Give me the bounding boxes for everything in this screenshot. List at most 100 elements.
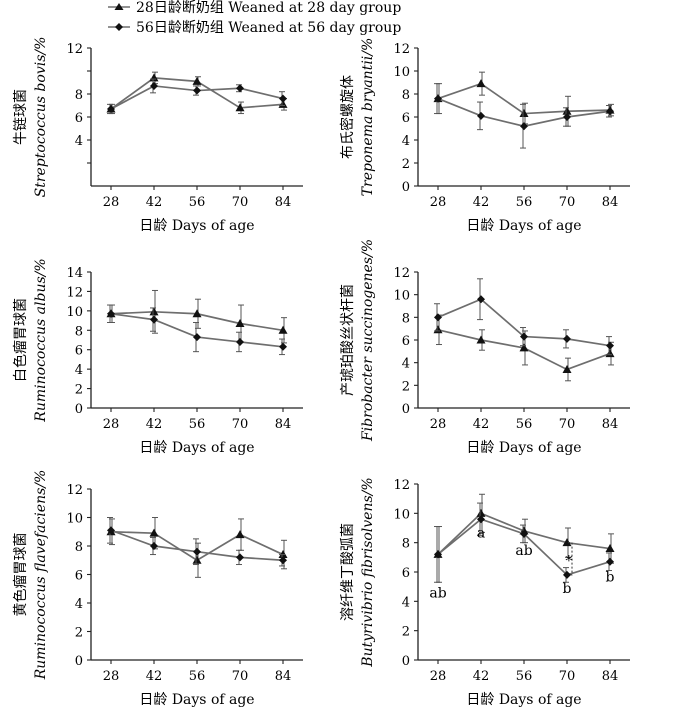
x-tick-label: 70 <box>232 195 249 210</box>
y-tick-label: 8 <box>402 311 410 326</box>
group-letter-label: ab <box>515 543 532 559</box>
data-point-triangle <box>519 109 529 118</box>
data-point-diamond <box>279 342 287 351</box>
x-tick-label: 42 <box>473 417 490 432</box>
chart-panel-4: 0 2 4 6 8 10 12 28 42 56 70 84 日龄 Days of age 产琥珀酸丝状杆… <box>340 239 630 456</box>
y-tick-label: 10 <box>66 512 83 527</box>
group-letter-label: b <box>606 569 615 585</box>
data-point-diamond <box>193 86 201 95</box>
data-point-diamond <box>279 556 287 565</box>
y-tick-label: 2 <box>402 625 410 640</box>
x-axis-title: 日龄 Days of age <box>139 692 254 708</box>
chart-panel-2: 0 2 4 6 8 10 12 28 42 56 70 84 日龄 Days of age 布氏密螺旋体 T… <box>339 38 630 234</box>
data-point-diamond <box>193 333 201 342</box>
y-tick-label: 0 <box>402 654 410 669</box>
y-axis-title-cn: 溶纤维丁酸弧菌 <box>340 523 356 621</box>
y-tick-label: 2 <box>75 383 83 398</box>
x-tick-label: 56 <box>516 195 533 210</box>
y-tick-label: 4 <box>402 595 410 610</box>
data-point-diamond <box>477 295 485 304</box>
x-axis-title: 日龄 Days of age <box>466 692 581 708</box>
x-axis-title: 日龄 Days of age <box>466 440 581 456</box>
x-tick-label: 28 <box>103 195 120 210</box>
legend-marker-diamond <box>115 23 123 31</box>
y-axis-title-en: Butyrivibrio fibrisolvens/% <box>360 477 376 667</box>
data-point-triangle <box>476 79 486 88</box>
y-tick-label: 10 <box>393 507 410 522</box>
y-tick-label: 14 <box>66 266 83 281</box>
series-w56 <box>107 304 287 356</box>
data-point-triangle <box>562 106 572 115</box>
data-point-triangle <box>476 508 486 517</box>
data-point-diamond <box>606 107 614 116</box>
x-tick-label: 28 <box>430 195 447 210</box>
y-tick-label: 4 <box>75 597 83 612</box>
y-tick-label: 6 <box>402 566 410 581</box>
y-axis-title-cn: 布氏密螺旋体 <box>339 75 356 159</box>
y-axis-title-cn: 黄色瘤胃球菌 <box>12 533 29 617</box>
x-tick-label: 70 <box>232 669 249 684</box>
data-point-triangle <box>562 364 572 373</box>
y-tick-label: 8 <box>402 88 410 103</box>
y-tick-label: 8 <box>75 88 83 103</box>
y-axis-title-en: Ruminococcus albus/% <box>33 258 49 422</box>
series-w56 <box>434 83 614 149</box>
x-axis-title: 日龄 Days of age <box>466 218 581 234</box>
x-tick-label: 42 <box>146 669 163 684</box>
data-point-diamond <box>107 104 115 113</box>
significance-bracket <box>568 542 573 576</box>
y-tick-label: 6 <box>402 111 410 126</box>
x-tick-label: 70 <box>559 417 576 432</box>
data-point-diamond <box>236 337 244 346</box>
data-point-triangle <box>192 555 202 564</box>
x-tick-label: 28 <box>430 417 447 432</box>
series-line-w56 <box>110 312 284 348</box>
y-tick-label: 8 <box>75 540 83 555</box>
y-axis-title-cn: 牛链球菌 <box>13 89 29 145</box>
x-tick-label: 70 <box>232 417 249 432</box>
y-tick-label: 10 <box>393 289 410 304</box>
x-tick-label: 70 <box>559 195 576 210</box>
data-point-diamond <box>236 84 244 93</box>
y-tick-label: 8 <box>402 537 410 552</box>
data-point-diamond <box>606 341 614 350</box>
legend-marker-triangle <box>114 3 124 10</box>
legend: 28日龄断奶组 Weaned at 28 day group 56日龄断奶组 W… <box>108 0 401 36</box>
y-tick-label: 6 <box>75 344 83 359</box>
x-tick-label: 84 <box>602 195 619 210</box>
x-tick-label: 42 <box>146 195 163 210</box>
series-w28 <box>433 71 615 127</box>
y-tick-label: 4 <box>402 357 410 372</box>
data-point-diamond <box>150 315 158 324</box>
y-tick-label: 10 <box>66 305 83 320</box>
data-point-triangle <box>235 318 245 327</box>
chart-panel-6: 0 2 4 6 8 10 12 28 42 56 70 84 日龄 Days of age 溶纤维丁酸弧菌… <box>340 477 630 708</box>
y-tick-label: 0 <box>402 180 410 195</box>
series-w56 <box>434 278 614 356</box>
data-point-diamond <box>236 553 244 562</box>
y-tick-label: 6 <box>75 569 83 584</box>
series-w28 <box>433 314 615 382</box>
x-tick-label: 56 <box>516 669 533 684</box>
group-letter-label: a <box>477 525 485 541</box>
y-axis-title-cn: 白色瘤胃球菌 <box>12 298 29 382</box>
x-tick-label: 56 <box>189 669 206 684</box>
y-tick-label: 12 <box>393 266 410 281</box>
x-tick-label: 56 <box>189 417 206 432</box>
data-point-triangle <box>278 325 288 334</box>
data-point-diamond <box>520 529 528 538</box>
data-point-diamond <box>107 309 115 318</box>
y-axis-title-en: Treponema bryantii/% <box>360 38 376 197</box>
y-tick-label: 0 <box>402 402 410 417</box>
x-tick-label: 42 <box>473 669 490 684</box>
data-point-diamond <box>606 557 614 566</box>
y-tick-label: 2 <box>402 157 410 172</box>
data-point-diamond <box>434 94 442 103</box>
data-point-diamond <box>150 542 158 550</box>
data-point-triangle <box>235 530 245 539</box>
legend-entry-w56: 56日龄断奶组 Weaned at 56 day group <box>108 20 401 36</box>
y-axis-title-cn: 产琥珀酸丝状杆菌 <box>340 284 356 396</box>
data-point-triangle <box>192 309 202 318</box>
data-point-diamond <box>520 122 528 131</box>
